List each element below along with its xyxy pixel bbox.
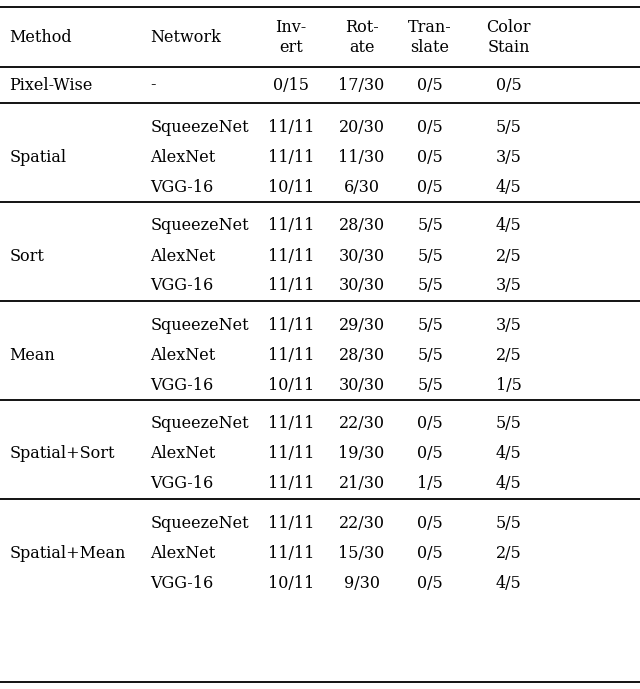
Text: Method: Method <box>10 28 72 45</box>
Text: 4/5: 4/5 <box>496 575 522 591</box>
Text: 3/5: 3/5 <box>496 149 522 165</box>
Text: 4/5: 4/5 <box>496 446 522 462</box>
Text: SqueezeNet: SqueezeNet <box>150 515 249 531</box>
Text: Sort: Sort <box>10 247 44 265</box>
Text: 21/30: 21/30 <box>339 475 385 493</box>
Text: 0/5: 0/5 <box>417 149 443 165</box>
Text: 30/30: 30/30 <box>339 247 385 265</box>
Text: 11/11: 11/11 <box>268 149 314 165</box>
Text: 22/30: 22/30 <box>339 415 385 433</box>
Text: 19/30: 19/30 <box>339 446 385 462</box>
Text: 11/11: 11/11 <box>268 347 314 364</box>
Text: 5/5: 5/5 <box>417 247 443 265</box>
Text: Color: Color <box>486 19 531 36</box>
Text: SqueezeNet: SqueezeNet <box>150 316 249 333</box>
Text: 5/5: 5/5 <box>417 347 443 364</box>
Text: 5/5: 5/5 <box>496 415 522 433</box>
Text: ert: ert <box>279 39 303 56</box>
Text: SqueezeNet: SqueezeNet <box>150 119 249 136</box>
Text: Pixel-Wise: Pixel-Wise <box>10 76 93 94</box>
Text: 5/5: 5/5 <box>417 278 443 294</box>
Text: AlexNet: AlexNet <box>150 446 216 462</box>
Text: slate: slate <box>411 39 449 56</box>
Text: 0/5: 0/5 <box>417 415 443 433</box>
Text: 5/5: 5/5 <box>496 119 522 136</box>
Text: 4/5: 4/5 <box>496 475 522 493</box>
Text: 30/30: 30/30 <box>339 376 385 393</box>
Text: Inv-: Inv- <box>276 19 307 36</box>
Text: 0/5: 0/5 <box>496 76 522 94</box>
Text: 20/30: 20/30 <box>339 119 385 136</box>
Text: 4/5: 4/5 <box>496 178 522 196</box>
Text: 28/30: 28/30 <box>339 218 385 234</box>
Text: 1/5: 1/5 <box>417 475 443 493</box>
Text: 22/30: 22/30 <box>339 515 385 531</box>
Text: 1/5: 1/5 <box>496 376 522 393</box>
Text: 3/5: 3/5 <box>496 278 522 294</box>
Text: 11/30: 11/30 <box>339 149 385 165</box>
Text: Spatial+Sort: Spatial+Sort <box>10 446 115 462</box>
Text: 11/11: 11/11 <box>268 316 314 333</box>
Text: 0/5: 0/5 <box>417 178 443 196</box>
Text: 0/15: 0/15 <box>273 76 309 94</box>
Text: VGG-16: VGG-16 <box>150 376 214 393</box>
Text: SqueezeNet: SqueezeNet <box>150 218 249 234</box>
Text: 5/5: 5/5 <box>417 376 443 393</box>
Text: Network: Network <box>150 28 221 45</box>
Text: 0/5: 0/5 <box>417 515 443 531</box>
Text: Mean: Mean <box>10 347 55 364</box>
Text: 28/30: 28/30 <box>339 347 385 364</box>
Text: 11/11: 11/11 <box>268 278 314 294</box>
Text: 10/11: 10/11 <box>268 376 314 393</box>
Text: Stain: Stain <box>488 39 530 56</box>
Text: 11/11: 11/11 <box>268 515 314 531</box>
Text: 0/5: 0/5 <box>417 76 443 94</box>
Text: Rot-: Rot- <box>345 19 378 36</box>
Text: 10/11: 10/11 <box>268 178 314 196</box>
Text: VGG-16: VGG-16 <box>150 278 214 294</box>
Text: 17/30: 17/30 <box>339 76 385 94</box>
Text: 0/5: 0/5 <box>417 575 443 591</box>
Text: 5/5: 5/5 <box>417 218 443 234</box>
Text: 11/11: 11/11 <box>268 218 314 234</box>
Text: 5/5: 5/5 <box>417 316 443 333</box>
Text: 4/5: 4/5 <box>496 218 522 234</box>
Text: 29/30: 29/30 <box>339 316 385 333</box>
Text: 11/11: 11/11 <box>268 475 314 493</box>
Text: AlexNet: AlexNet <box>150 149 216 165</box>
Text: 0/5: 0/5 <box>417 119 443 136</box>
Text: AlexNet: AlexNet <box>150 247 216 265</box>
Text: 0/5: 0/5 <box>417 446 443 462</box>
Text: Spatial: Spatial <box>10 149 67 165</box>
Text: ate: ate <box>349 39 374 56</box>
Text: 2/5: 2/5 <box>496 544 522 562</box>
Text: -: - <box>150 76 156 94</box>
Text: 15/30: 15/30 <box>339 544 385 562</box>
Text: AlexNet: AlexNet <box>150 347 216 364</box>
Text: 2/5: 2/5 <box>496 247 522 265</box>
Text: 11/11: 11/11 <box>268 119 314 136</box>
Text: VGG-16: VGG-16 <box>150 475 214 493</box>
Text: 2/5: 2/5 <box>496 347 522 364</box>
Text: 30/30: 30/30 <box>339 278 385 294</box>
Text: 5/5: 5/5 <box>496 515 522 531</box>
Text: 3/5: 3/5 <box>496 316 522 333</box>
Text: 11/11: 11/11 <box>268 544 314 562</box>
Text: Spatial+Mean: Spatial+Mean <box>10 544 126 562</box>
Text: 10/11: 10/11 <box>268 575 314 591</box>
Text: 0/5: 0/5 <box>417 544 443 562</box>
Text: 11/11: 11/11 <box>268 415 314 433</box>
Text: VGG-16: VGG-16 <box>150 575 214 591</box>
Text: VGG-16: VGG-16 <box>150 178 214 196</box>
Text: AlexNet: AlexNet <box>150 544 216 562</box>
Text: Tran-: Tran- <box>408 19 452 36</box>
Text: 11/11: 11/11 <box>268 446 314 462</box>
Text: SqueezeNet: SqueezeNet <box>150 415 249 433</box>
Text: 6/30: 6/30 <box>344 178 380 196</box>
Text: 11/11: 11/11 <box>268 247 314 265</box>
Text: 9/30: 9/30 <box>344 575 380 591</box>
